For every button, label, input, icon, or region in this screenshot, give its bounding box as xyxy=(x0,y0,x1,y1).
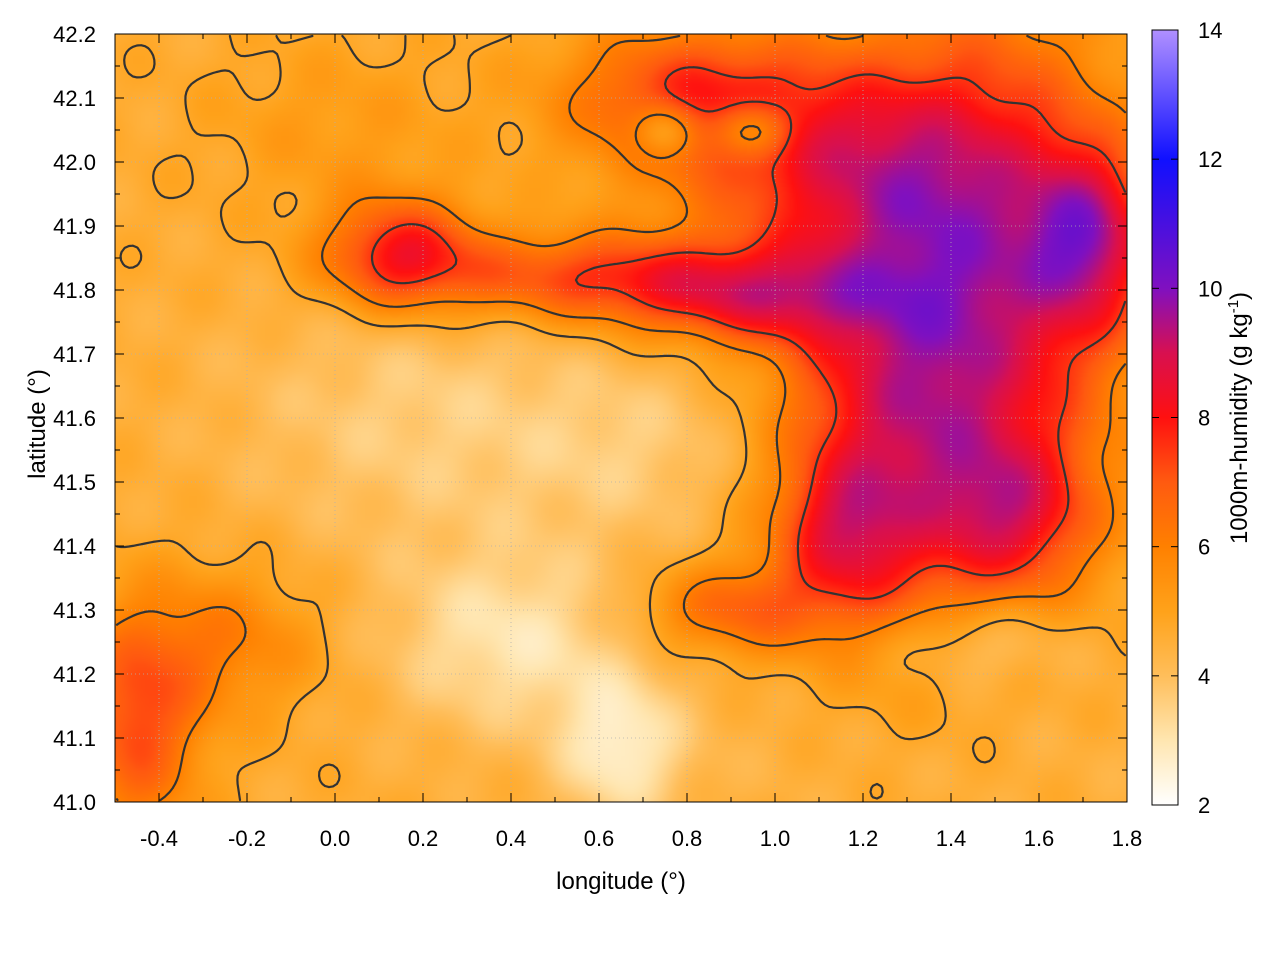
colorbar-ticks xyxy=(1152,29,1178,806)
plot-area xyxy=(115,34,1127,802)
colorbar-label: 1000m-humidity (g kg-1) xyxy=(1225,292,1253,544)
y-tick-label: 41.2 xyxy=(53,662,96,687)
x-tick-label: 0.2 xyxy=(408,826,439,851)
colorbar-tick-label: 12 xyxy=(1198,147,1222,172)
x-tick-label: 0.4 xyxy=(496,826,527,851)
colorbar-label-exponent: -1 xyxy=(1225,300,1242,313)
x-axis-label: longitude (°) xyxy=(556,868,686,895)
y-tick-label: 42.1 xyxy=(53,86,96,111)
y-tick-label: 41.8 xyxy=(53,278,96,303)
x-tick-label: -0.4 xyxy=(140,826,178,851)
colorbar-tick-label: 10 xyxy=(1198,276,1222,301)
y-tick-label: 41.7 xyxy=(53,342,96,367)
colorbar-tick-label: 6 xyxy=(1198,535,1210,560)
colorbar-label-close: ) xyxy=(1226,292,1253,300)
y-tick-labels: 41.0 41.1 41.2 41.3 41.4 41.5 41.6 41.7 41.8 41.9… xyxy=(53,22,96,815)
colorbar-tick-label: 2 xyxy=(1198,793,1210,818)
x-tick-label: 1.0 xyxy=(760,826,791,851)
contour-line xyxy=(370,66,1127,600)
y-tick-label: 41.4 xyxy=(53,534,96,559)
y-tick-label: 41.0 xyxy=(53,790,96,815)
y-axis-label: latitude (°) xyxy=(24,369,51,479)
y-tick-label: 41.3 xyxy=(53,598,96,623)
y-tick-label: 41.9 xyxy=(53,214,96,239)
x-tick-label: 0.6 xyxy=(584,826,615,851)
colorbar-label-main: 1000m-humidity (g kg xyxy=(1226,313,1253,544)
y-tick-label: 42.2 xyxy=(53,22,96,47)
y-tick-label: 41.5 xyxy=(53,470,96,495)
contour-line xyxy=(115,34,1127,802)
colorbar: 2 4 6 8 10 12 14 1000m-humidity (g kg-1) xyxy=(1151,18,1253,818)
x-tick-label: 1.4 xyxy=(936,826,967,851)
colorbar-tick-labels: 2 4 6 8 10 12 14 xyxy=(1198,18,1222,818)
x-tick-label: 0.0 xyxy=(320,826,351,851)
contour-line xyxy=(115,34,1127,802)
contour-lines xyxy=(115,34,1127,802)
x-tick-label: -0.2 xyxy=(228,826,266,851)
y-tick-label: 41.6 xyxy=(53,406,96,431)
y-tick-label: 42.0 xyxy=(53,150,96,175)
colorbar-tick-label: 14 xyxy=(1198,18,1222,43)
y-tick-label: 41.1 xyxy=(53,726,96,751)
x-tick-label: 1.6 xyxy=(1024,826,1055,851)
colorbar-tick-label: 8 xyxy=(1198,406,1210,431)
colorbar-tick-label: 4 xyxy=(1198,664,1210,689)
axis-ticks xyxy=(114,33,1128,803)
x-tick-labels: -0.4 -0.2 0.0 0.2 0.4 0.6 0.8 1.0 1.2 1.4 1.6 1.8 xyxy=(140,826,1142,851)
x-tick-label: 1.2 xyxy=(848,826,879,851)
x-tick-label: 1.8 xyxy=(1112,826,1143,851)
x-tick-label: 0.8 xyxy=(672,826,703,851)
